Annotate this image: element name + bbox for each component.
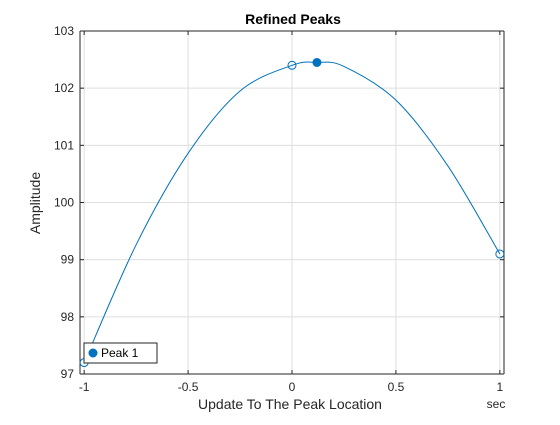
y-tick-label: 97 xyxy=(61,367,75,381)
x-axis-title: Update To The Peak Location xyxy=(198,396,382,412)
x-tick-label: -1 xyxy=(79,380,90,394)
interpolated-curve xyxy=(83,61,501,363)
legend: Peak 1 xyxy=(83,342,158,364)
legend-label-peak-1: Peak 1 xyxy=(101,346,139,360)
sample-point-marker xyxy=(495,249,505,259)
x-tick-label: -0.5 xyxy=(178,380,199,394)
legend-marker-peak-1 xyxy=(88,348,98,358)
legend-box xyxy=(83,342,158,364)
y-axis-title: Amplitude xyxy=(27,172,43,234)
y-tick-label: 98 xyxy=(61,310,75,324)
x-tick-label: 1 xyxy=(496,380,503,394)
grid-layer xyxy=(80,30,504,375)
y-tick-label: 101 xyxy=(54,138,74,152)
x-tick-label: 0.5 xyxy=(388,380,405,394)
x-tick-label: 0 xyxy=(289,380,296,394)
y-tick-label: 100 xyxy=(54,196,74,210)
x-axis-unit: sec xyxy=(487,397,506,411)
y-tick-label: 102 xyxy=(54,81,74,95)
tick-layer: -1 -0.5 0 0.5 1 97 98 99 100 101 102 103 xyxy=(54,24,504,394)
y-tick-label: 99 xyxy=(61,253,75,267)
peak-marker xyxy=(312,57,322,67)
y-tick-label: 103 xyxy=(54,24,74,38)
chart-title: Refined Peaks xyxy=(245,11,341,27)
sample-point-marker xyxy=(287,60,297,70)
